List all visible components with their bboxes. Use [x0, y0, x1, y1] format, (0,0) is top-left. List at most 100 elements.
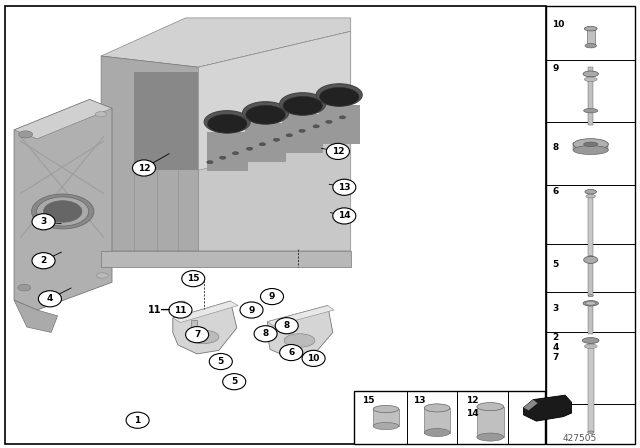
Ellipse shape [373, 405, 399, 413]
Bar [588, 67, 593, 125]
Circle shape [254, 326, 277, 342]
Circle shape [32, 214, 55, 230]
Bar [178, 303, 186, 313]
Ellipse shape [573, 146, 609, 155]
Circle shape [132, 160, 156, 176]
Ellipse shape [18, 284, 31, 291]
Ellipse shape [283, 96, 323, 115]
Circle shape [326, 143, 349, 159]
Text: 3: 3 [40, 217, 47, 226]
Ellipse shape [584, 77, 597, 82]
Text: 9: 9 [269, 292, 275, 301]
Text: 11: 11 [174, 306, 187, 314]
Text: 1: 1 [134, 416, 141, 425]
Text: 7: 7 [552, 353, 559, 362]
Ellipse shape [583, 71, 598, 77]
Ellipse shape [584, 344, 597, 349]
Ellipse shape [424, 428, 450, 436]
Ellipse shape [246, 105, 285, 124]
Text: 14: 14 [338, 211, 351, 220]
Text: 427505: 427505 [562, 434, 596, 443]
Bar [424, 408, 450, 433]
Circle shape [223, 374, 246, 390]
Ellipse shape [280, 93, 326, 115]
Bar [588, 192, 593, 257]
Text: 2: 2 [552, 333, 559, 342]
FancyBboxPatch shape [5, 6, 546, 444]
Circle shape [186, 327, 209, 343]
Ellipse shape [177, 301, 186, 305]
Ellipse shape [299, 129, 305, 133]
Ellipse shape [207, 161, 213, 164]
Ellipse shape [316, 84, 362, 106]
FancyBboxPatch shape [546, 6, 635, 444]
Ellipse shape [583, 301, 598, 306]
Ellipse shape [584, 256, 598, 263]
Ellipse shape [585, 43, 596, 48]
Bar [373, 409, 399, 426]
Circle shape [38, 291, 61, 307]
Polygon shape [134, 72, 198, 170]
Circle shape [280, 345, 303, 361]
Ellipse shape [584, 26, 597, 31]
Ellipse shape [44, 201, 82, 222]
Text: 9: 9 [248, 306, 255, 314]
Ellipse shape [31, 194, 94, 229]
Text: 6: 6 [288, 348, 294, 357]
Ellipse shape [477, 403, 504, 411]
Bar [588, 260, 593, 296]
Ellipse shape [97, 273, 108, 278]
Ellipse shape [584, 108, 598, 113]
Ellipse shape [588, 295, 593, 297]
Circle shape [126, 412, 149, 428]
Polygon shape [524, 400, 538, 410]
Circle shape [32, 253, 55, 269]
Ellipse shape [588, 431, 594, 434]
Ellipse shape [586, 194, 595, 198]
Ellipse shape [584, 142, 598, 146]
Circle shape [182, 271, 205, 287]
Ellipse shape [273, 138, 280, 142]
Ellipse shape [585, 190, 596, 194]
Polygon shape [198, 31, 351, 251]
Circle shape [275, 318, 298, 334]
Polygon shape [173, 301, 238, 323]
Text: 13: 13 [338, 183, 351, 192]
Polygon shape [101, 18, 351, 67]
Polygon shape [282, 114, 323, 153]
Text: 13: 13 [413, 396, 426, 405]
Text: 10: 10 [552, 20, 564, 29]
Text: 5: 5 [231, 377, 237, 386]
Text: 4: 4 [47, 294, 53, 303]
Bar [587, 29, 595, 46]
Text: 11—: 11— [148, 305, 172, 315]
Text: 4: 4 [552, 343, 559, 352]
Text: 5: 5 [218, 357, 224, 366]
Circle shape [302, 350, 325, 366]
Text: 8: 8 [284, 321, 290, 330]
Text: 12: 12 [466, 396, 479, 405]
Ellipse shape [284, 334, 315, 347]
Text: 8: 8 [552, 143, 559, 152]
Ellipse shape [326, 121, 332, 123]
Ellipse shape [207, 114, 247, 133]
Text: 2: 2 [40, 256, 47, 265]
Polygon shape [14, 99, 112, 310]
Ellipse shape [586, 302, 596, 305]
Circle shape [333, 208, 356, 224]
Ellipse shape [259, 142, 266, 146]
Ellipse shape [319, 87, 359, 106]
Bar [573, 143, 609, 150]
Ellipse shape [477, 433, 504, 441]
FancyBboxPatch shape [354, 391, 545, 444]
Text: 15: 15 [362, 396, 374, 405]
Circle shape [333, 179, 356, 195]
Polygon shape [268, 306, 334, 326]
Ellipse shape [339, 116, 346, 119]
Text: 12: 12 [332, 147, 344, 156]
Circle shape [209, 353, 232, 370]
Text: 10: 10 [307, 354, 320, 363]
Text: 5: 5 [552, 260, 559, 269]
Text: 9: 9 [552, 64, 559, 73]
Polygon shape [524, 395, 572, 421]
